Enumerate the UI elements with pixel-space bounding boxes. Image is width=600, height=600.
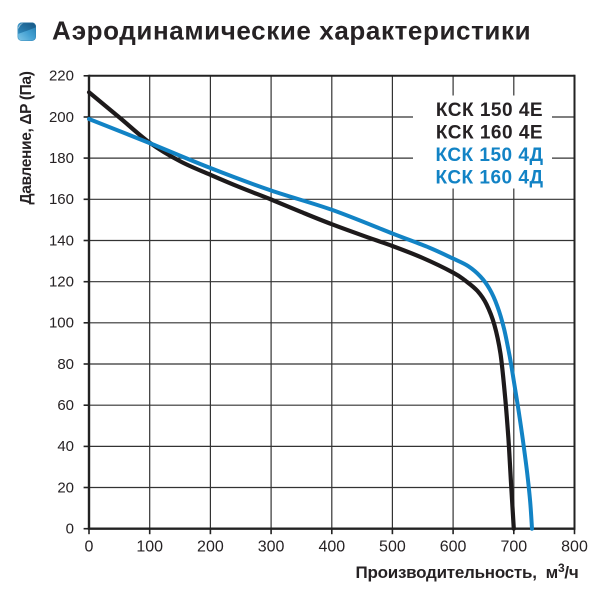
svg-text:300: 300 xyxy=(258,539,285,556)
svg-text:200: 200 xyxy=(49,109,74,126)
svg-text:220: 220 xyxy=(49,68,74,85)
svg-text:100: 100 xyxy=(136,539,163,556)
svg-text:400: 400 xyxy=(318,539,345,556)
svg-text:160: 160 xyxy=(49,191,74,208)
svg-text:500: 500 xyxy=(379,539,406,556)
svg-text:КСК 160 4Д: КСК 160 4Д xyxy=(435,168,543,189)
svg-text:80: 80 xyxy=(57,356,74,373)
svg-text:600: 600 xyxy=(440,539,467,556)
svg-text:100: 100 xyxy=(49,315,74,332)
svg-text:180: 180 xyxy=(49,150,74,167)
svg-text:КСК 160 4Е: КСК 160 4Е xyxy=(436,123,543,144)
svg-text:20: 20 xyxy=(57,479,74,496)
svg-text:КСК 150 4Е: КСК 150 4Е xyxy=(436,100,543,121)
svg-text:Давление, ΔP (Па): Давление, ΔP (Па) xyxy=(18,71,35,204)
svg-text:60: 60 xyxy=(57,397,74,414)
svg-text:700: 700 xyxy=(500,539,527,556)
svg-text:Аэродинамические характеристик: Аэродинамические характеристики xyxy=(52,16,531,46)
svg-text:0: 0 xyxy=(85,539,94,556)
svg-text:200: 200 xyxy=(197,539,224,556)
svg-text:120: 120 xyxy=(49,274,74,291)
svg-text:40: 40 xyxy=(57,438,74,455)
svg-text:140: 140 xyxy=(49,232,74,249)
svg-text:800: 800 xyxy=(561,539,588,556)
svg-text:КСК 150 4Д: КСК 150 4Д xyxy=(435,145,543,166)
svg-text:Производительность, м3/ч: Производительность, м3/ч xyxy=(356,561,579,582)
svg-text:0: 0 xyxy=(66,521,74,538)
